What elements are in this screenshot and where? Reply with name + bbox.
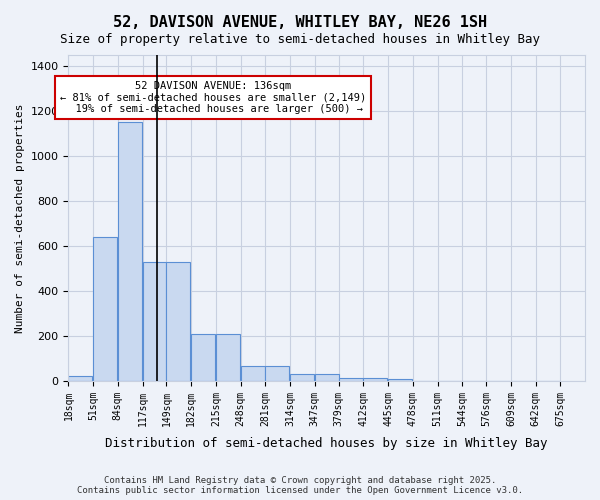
Bar	[216, 334, 240, 381]
Bar	[191, 334, 215, 381]
Bar	[290, 374, 314, 381]
Bar	[364, 378, 388, 381]
Y-axis label: Number of semi-detached properties: Number of semi-detached properties	[15, 103, 25, 332]
Bar	[93, 237, 117, 381]
Bar	[338, 378, 362, 381]
Text: Contains HM Land Registry data © Crown copyright and database right 2025.
Contai: Contains HM Land Registry data © Crown c…	[77, 476, 523, 495]
Text: 52 DAVISON AVENUE: 136sqm
← 81% of semi-detached houses are smaller (2,149)
  19: 52 DAVISON AVENUE: 136sqm ← 81% of semi-…	[60, 81, 366, 114]
Bar	[68, 376, 92, 381]
Bar	[166, 262, 190, 381]
Bar	[315, 374, 338, 381]
Text: Size of property relative to semi-detached houses in Whitley Bay: Size of property relative to semi-detach…	[60, 32, 540, 46]
X-axis label: Distribution of semi-detached houses by size in Whitley Bay: Distribution of semi-detached houses by …	[106, 437, 548, 450]
Text: 52, DAVISON AVENUE, WHITLEY BAY, NE26 1SH: 52, DAVISON AVENUE, WHITLEY BAY, NE26 1S…	[113, 15, 487, 30]
Bar	[388, 378, 412, 381]
Bar	[143, 262, 166, 381]
Bar	[265, 366, 289, 381]
Bar	[118, 122, 142, 381]
Bar	[241, 366, 265, 381]
